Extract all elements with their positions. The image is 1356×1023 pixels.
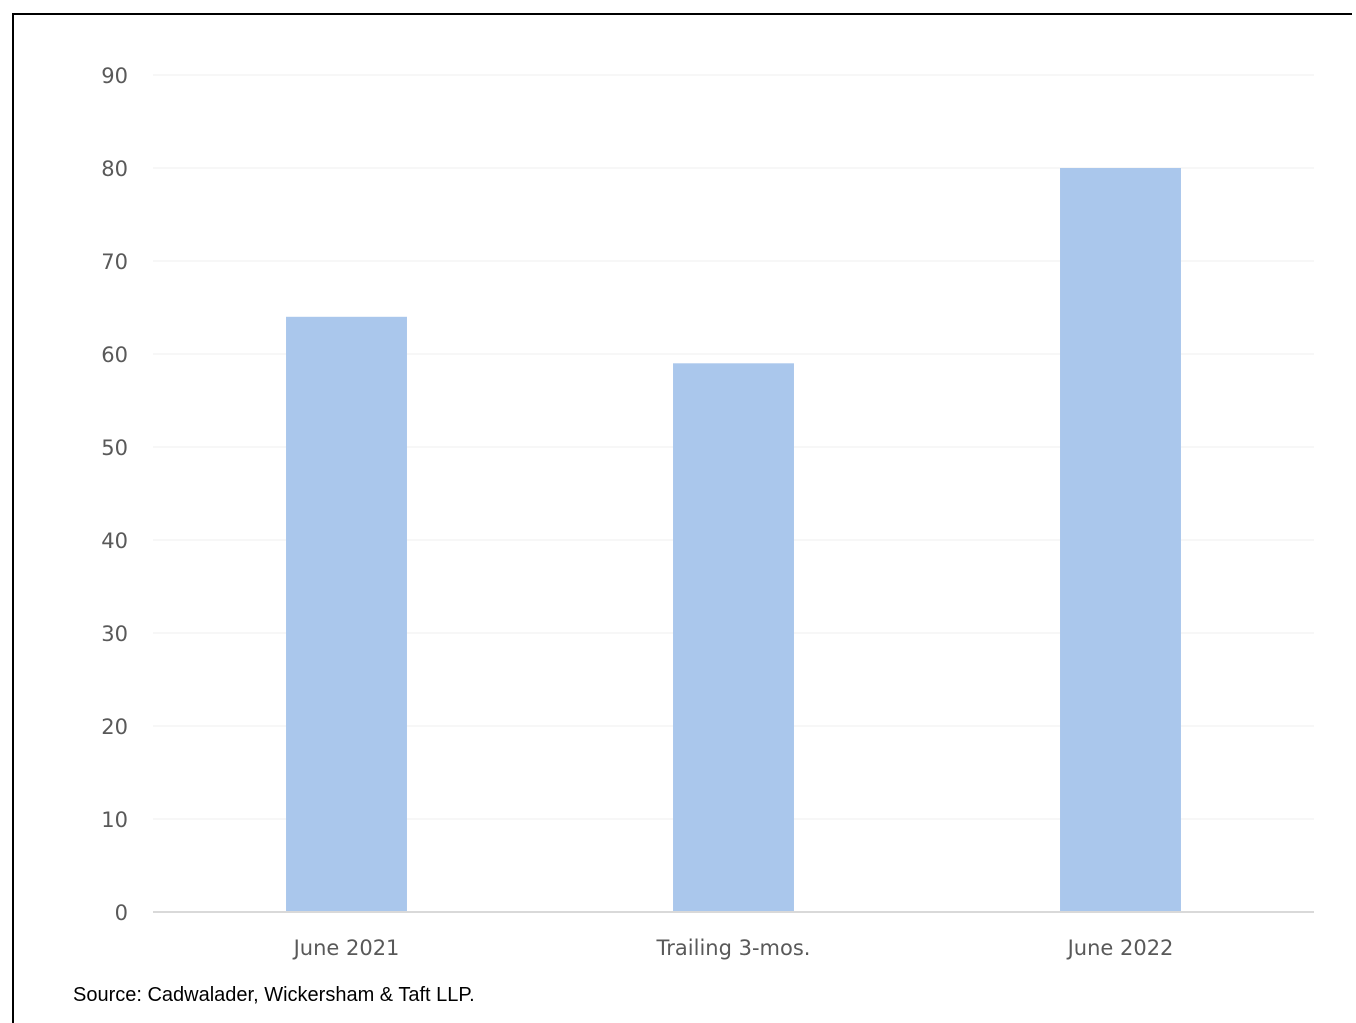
x-tick-label-2: Trailing 3-mos. xyxy=(656,936,811,960)
y-tick-labels: 0 10 20 30 40 50 60 70 80 90 xyxy=(101,64,128,925)
chart-frame xyxy=(12,13,1352,1023)
y-tick-label-10: 10 xyxy=(101,808,128,832)
bar-2 xyxy=(673,363,794,912)
bar-3 xyxy=(1060,168,1181,912)
y-tick-label-30: 30 xyxy=(101,622,128,646)
y-tick-label-60: 60 xyxy=(101,343,128,367)
x-tick-labels: June 2021 Trailing 3-mos. June 2022 xyxy=(292,936,1174,960)
x-tick-label-3: June 2022 xyxy=(1066,936,1174,960)
y-tick-label-50: 50 xyxy=(101,436,128,460)
y-tick-label-20: 20 xyxy=(101,715,128,739)
y-tick-label-40: 40 xyxy=(101,529,128,553)
bars xyxy=(286,168,1181,912)
bar-1 xyxy=(286,316,407,912)
y-tick-label-70: 70 xyxy=(101,250,128,274)
y-tick-label-0: 0 xyxy=(115,901,128,925)
source-note: Source: Cadwalader, Wickersham & Taft LL… xyxy=(73,984,475,1006)
x-tick-label-1: June 2021 xyxy=(292,936,400,960)
y-tick-label-90: 90 xyxy=(101,64,128,88)
y-tick-label-80: 80 xyxy=(101,157,128,181)
